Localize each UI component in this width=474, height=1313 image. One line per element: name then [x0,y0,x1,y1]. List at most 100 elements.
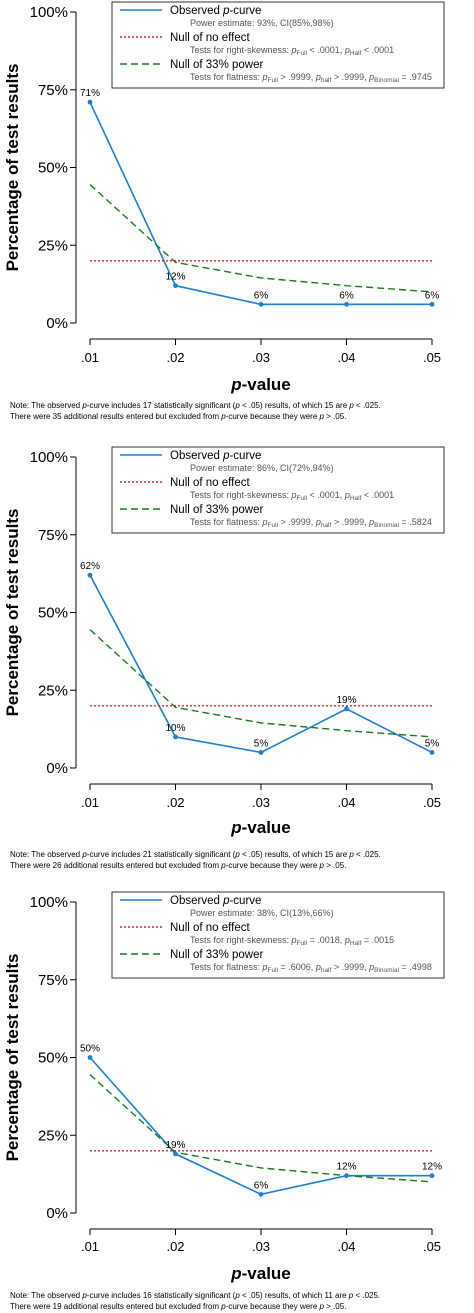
observed-point [429,301,435,307]
y-tick-label: 0% [46,315,68,332]
y-tick-label: 100% [30,4,68,21]
x-axis-label: p-value [230,1264,291,1283]
y-tick-label: 0% [46,760,68,777]
y-tick-label: 75% [38,972,68,989]
legend-entry-label: Null of 33% power [170,949,263,961]
observed-point [87,99,93,105]
x-tick-label: .05 [423,795,441,810]
note-line: Note: The observed p-curve includes 17 s… [10,401,381,410]
data-label: 6% [254,1180,269,1191]
y-tick-label: 100% [30,894,68,911]
observed-point [87,572,93,578]
legend-entry-detail: Tests for right-skewness: pFull < .0001,… [190,45,394,57]
legend-entry-label: Null of no effect [170,477,251,489]
observed-point [173,1151,178,1157]
note: Note: The observed p-curve includes 16 s… [10,1291,380,1311]
legend-box [111,446,445,534]
data-label: 62% [80,561,100,572]
y-tick-label: 25% [38,682,68,699]
y-tick-label: 50% [38,1050,68,1067]
x-tick-label: .03 [252,795,270,810]
data-label: 12% [422,1162,442,1173]
x-tick-label: .03 [252,1239,270,1254]
observed-point [87,1055,93,1060]
y-tick-label: 75% [38,82,68,99]
y-tick-label: 25% [38,1127,68,1144]
note-line: Note: The observed p-curve includes 21 s… [10,850,381,859]
series-line-3 [89,1074,433,1183]
y-tick-label: 100% [30,449,68,466]
legend-box [111,1,445,89]
series-line-1 [89,101,432,306]
observed-point [344,1173,349,1179]
y-tick-label: 50% [38,160,68,177]
legend-entry-detail: Tests for right-skewness: pFull = .0018,… [190,935,394,947]
legend-entry-detail: Power estimate: 93%, CI(85%,98%) [190,18,334,28]
x-tick-label: .04 [337,1239,355,1254]
note: Note: The observed p-curve includes 21 s… [10,850,381,870]
x-tick-label: .02 [166,795,184,810]
data-label: 19% [336,695,356,706]
series-line-1 [89,1056,432,1196]
legend-entry-label: Null of no effect [170,32,251,44]
legend-entry-detail: Tests for flatness: pFull > .9999, phalf… [190,517,432,529]
series-line-3 [89,184,433,293]
x-tick-label: .05 [423,1239,441,1254]
data-label: 10% [165,723,185,734]
observed-point [429,750,435,755]
pcurve-panel-2: 0% 25% 50% 75% 100% Percentage of test result… [3,446,445,870]
note-line: Note: The observed p-curve includes 16 s… [10,1291,380,1300]
observed-point [344,706,349,712]
observed-point [344,301,349,307]
y-tick-label: 50% [38,605,68,622]
legend-entry-detail: Tests for flatness: pFull > .9999, phalf… [190,72,432,84]
observed-point [258,301,264,307]
pcurve-panel-3: 0% 25% 50% 75% 100% Percentage of test result… [3,891,445,1311]
data-label: 6% [254,290,269,301]
data-label: 5% [254,738,269,749]
x-tick-label: .02 [166,1239,184,1254]
data-label: 19% [165,1140,185,1151]
legend-entry-label: Null of no effect [170,922,251,934]
data-label: 6% [339,290,354,301]
data-label: 6% [425,290,440,301]
data-label: 5% [425,738,440,749]
y-axis-label: Percentage of test results [3,64,22,272]
legend-entry-label: Observed p-curve [170,895,261,907]
data-label: 12% [165,272,185,283]
data-label: 71% [80,88,100,99]
y-tick-label: 25% [38,237,68,254]
x-tick-label: .01 [81,350,99,365]
legend-entry-label: Null of 33% power [170,59,263,71]
y-tick-label: 75% [38,527,68,544]
observed-point [429,1173,435,1179]
series-line-3 [89,629,433,738]
y-axis-label: Percentage of test results [3,509,22,717]
legend-entry-detail: Tests for flatness: pFull = .6006, phalf… [190,962,432,974]
legend-entry-detail: Power estimate: 86%, CI(72%,94%) [190,463,334,473]
observed-point [173,283,178,289]
data-label: 50% [80,1044,100,1055]
x-tick-label: .04 [337,350,355,365]
observed-point [258,750,264,755]
legend-box [111,891,445,979]
note-line: There were 35 additional results entered… [10,412,346,421]
pcurve-panel-1: 0% 25% 50% 75% 100% Percentage of test result… [3,1,445,421]
note-line: There were 19 additional results entered… [10,1302,346,1311]
legend-entry-label: Observed p-curve [170,5,261,17]
x-tick-label: .02 [166,350,184,365]
x-tick-label: .01 [81,795,99,810]
y-tick-label: 0% [46,1205,68,1222]
note: Note: The observed p-curve includes 17 s… [10,401,381,421]
x-tick-label: .05 [423,350,441,365]
series-line-1 [89,574,433,754]
y-axis-label: Percentage of test results [3,954,22,1162]
legend-entry-label: Null of 33% power [170,504,263,516]
x-axis-label: p-value [230,375,291,394]
legend-entry-detail: Tests for right-skewness: pFull < .0001,… [190,490,394,502]
legend-entry-detail: Power estimate: 38%, CI(13%,66%) [190,908,334,918]
